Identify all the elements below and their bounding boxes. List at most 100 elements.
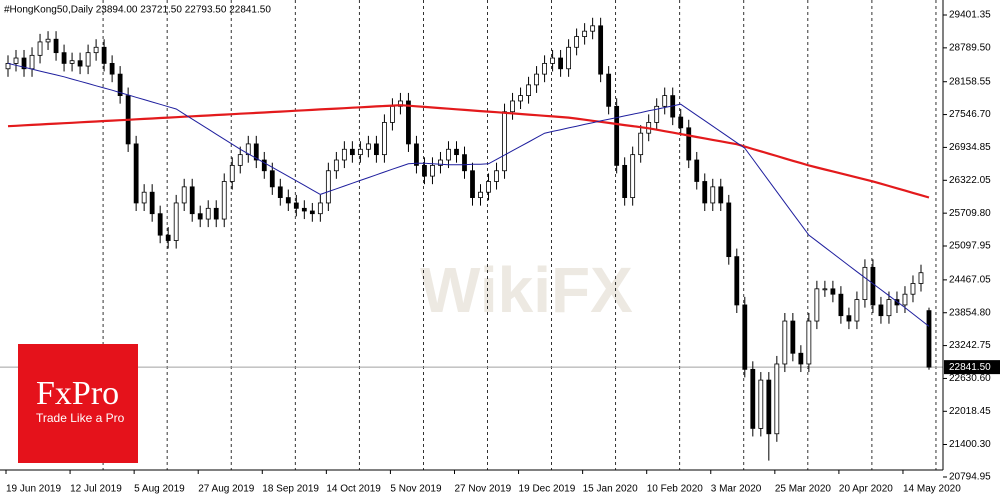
candle-body [790,320,796,354]
y-tick-label: 22630.60 [949,373,991,384]
candle-body [382,122,387,156]
candle-body [454,148,459,156]
chart-title: #HongKong50,Daily 23894.00 23721.50 2279… [4,5,271,16]
y-tick-label: 25709.80 [949,208,991,219]
candle-body [197,213,203,220]
candle-body [574,36,580,48]
y-tick-label: 23242.75 [949,340,991,351]
candle-body [365,143,371,150]
candle-body [878,304,884,317]
candle-body [69,60,75,64]
candle-body [77,60,83,67]
candle-body [237,154,243,166]
candle-body [726,202,732,258]
last-price-label: 22841.50 [949,362,991,373]
watermark: WikiFX [420,254,633,326]
y-tick-label: 22018.45 [949,406,991,417]
candle-body [293,202,299,209]
candle-body [870,266,876,306]
candle-body [486,181,491,193]
moving-average-line [7,62,930,327]
x-tick-label: 19 Dec 2019 [519,484,576,495]
candle-body [830,288,836,295]
x-tick-label: 19 Jun 2019 [6,484,61,495]
x-tick-label: 14 Oct 2019 [326,484,381,495]
logo-name: FxPro [36,375,119,412]
candle-body [766,379,772,435]
candle-body [422,164,427,177]
candle-body [317,202,323,215]
candle-body [269,170,275,188]
overlay-layer [7,62,930,327]
candle-body [926,310,932,368]
candle-body [438,159,443,166]
candle-body [13,57,19,64]
candle-body [846,315,852,322]
candle-body [253,143,259,161]
candle-body [502,111,507,172]
candle-body [157,213,163,236]
candle-body [614,105,620,166]
logo-box [18,344,138,463]
candle-body [686,127,692,161]
candle-body [390,105,395,123]
candle-body [886,299,892,317]
axis-layer: 29401.35 28789.50 28158.55 27546.70 26934.85… [5,10,1000,495]
candle-body [622,164,628,198]
candle-body [654,105,660,123]
x-tick-label: 25 Mar 2020 [775,484,832,495]
candle-body [910,283,916,295]
candle-body [510,100,515,113]
x-tick-label: 12 Jul 2019 [70,484,122,495]
candle-body [470,170,475,198]
x-tick-label: 5 Nov 2019 [390,484,442,495]
candle-body [414,143,419,166]
candle-body [341,148,347,161]
last-price-box [944,360,1000,375]
candle-body [590,25,596,32]
y-tick-label: 20794.95 [949,472,991,483]
candle-body [862,266,868,300]
candle-body [285,197,291,204]
candle-body [181,186,187,204]
candle-body [141,191,147,204]
candle-body [430,164,435,177]
candle-body [349,148,355,156]
candle-body [782,320,788,365]
candle-body [133,143,139,204]
candle-body [638,132,644,156]
candle-body [93,46,99,54]
candle-body [101,46,107,64]
candle-body [309,210,315,215]
x-tick-label: 20 Apr 2020 [839,484,893,495]
x-tick-label: 18 Sep 2019 [262,484,319,495]
candle-body [301,207,307,212]
candle-body [53,38,59,54]
candle-body [29,54,35,70]
candle-body [702,181,708,204]
candle-body [814,288,820,322]
y-tick-label: 26322.05 [949,175,991,186]
candle-body [398,100,403,107]
candle-body [838,293,844,317]
candle-body [37,41,43,56]
candle-body [357,148,363,156]
candle-body [333,159,339,172]
candle-body [245,143,251,156]
candle-body [758,379,764,429]
candle-body [21,57,27,70]
candle-body [550,57,555,64]
y-tick-label: 28789.50 [949,42,991,53]
moving-average-line [7,104,930,199]
x-tick-label: 10 Feb 2020 [647,484,704,495]
candle-body [85,52,91,67]
plot-layer [5,17,932,461]
candle-body [229,164,235,182]
candle-body [822,288,828,291]
candle-body [542,62,547,75]
candle-body [494,170,499,182]
watermark-layer: WikiFX [420,254,633,326]
